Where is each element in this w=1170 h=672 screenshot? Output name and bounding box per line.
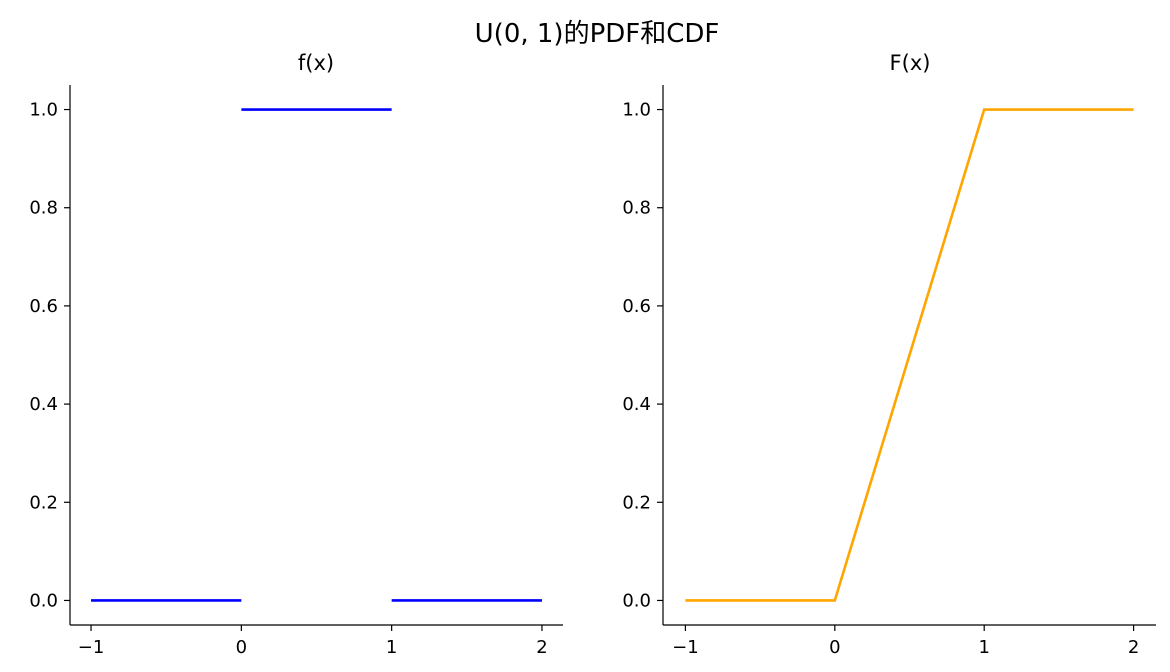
figure-suptitle: U(0, 1)的PDF和CDF: [475, 19, 720, 49]
cdf-line-segment-0: [685, 108, 1134, 602]
cdf-axes-title: F(x): [890, 51, 931, 75]
pdf-ytick-label: 1.0: [29, 100, 58, 121]
pdf-axes: f(x) 0.0 0.2 0.4 0.6 0.8 1.0 −1 0 1 2: [29, 51, 563, 658]
cdf-ytick-label: 0.8: [622, 198, 651, 219]
pdf-xtick-label: 0: [236, 637, 247, 658]
pdf-ytick-label: 0.2: [29, 492, 58, 513]
pdf-xtick-label: −1: [78, 637, 105, 658]
pdf-ytick-label: 0.6: [29, 296, 58, 317]
cdf-xtick-label: −1: [672, 637, 699, 658]
cdf-ytick-label: 1.0: [622, 100, 651, 121]
pdf-ytick-label: 0.8: [29, 198, 58, 219]
pdf-axes-title: f(x): [298, 51, 334, 75]
pdf-ytick-label: 0.4: [29, 394, 58, 415]
cdf-xtick-label: 2: [1128, 637, 1139, 658]
cdf-ytick-label: 0.4: [622, 394, 651, 415]
pdf-xtick-label: 2: [536, 637, 547, 658]
cdf-ytick-label: 0.6: [622, 296, 651, 317]
cdf-xtick-label: 1: [978, 637, 989, 658]
cdf-xtick-label: 0: [829, 637, 840, 658]
cdf-ytick-label: 0.2: [622, 492, 651, 513]
pdf-ytick-label: 0.0: [29, 590, 58, 611]
pdf-xtick-label: 1: [386, 637, 397, 658]
cdf-axes: F(x) 0.0 0.2 0.4 0.6 0.8 1.0 −1 0 1 2: [622, 51, 1156, 658]
cdf-ytick-label: 0.0: [622, 590, 651, 611]
